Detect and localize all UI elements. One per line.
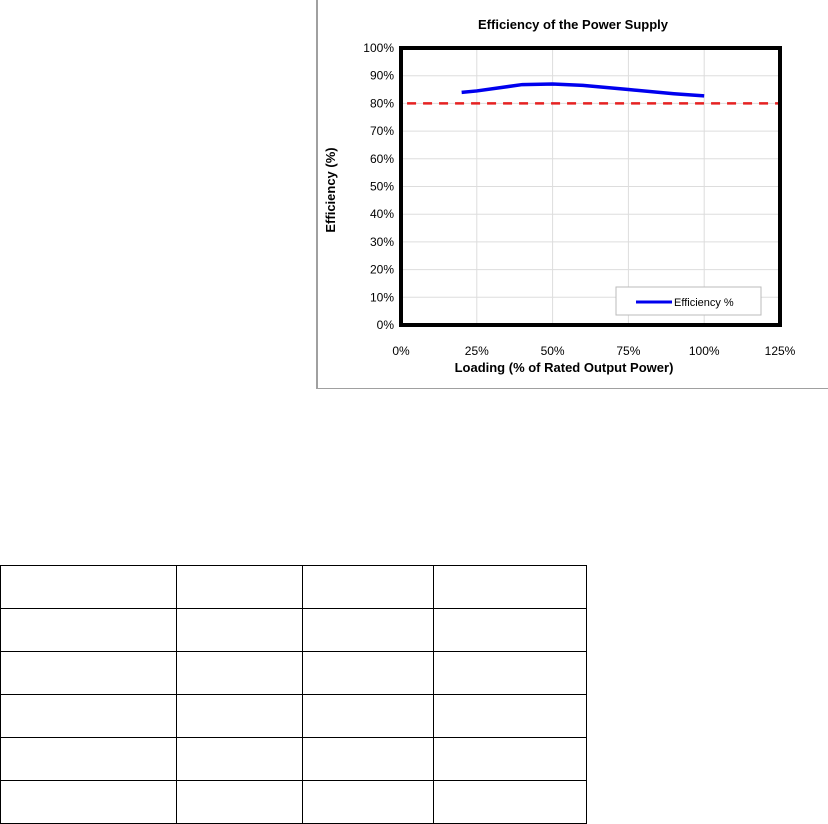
legend: Efficiency %: [615, 286, 762, 316]
table-cell: [302, 608, 434, 652]
table-row: [0, 565, 587, 609]
y-tick-label: 40%: [370, 207, 394, 221]
x-tick-label: 125%: [765, 344, 796, 358]
table-cell: [433, 694, 587, 738]
table-cell: [433, 651, 587, 695]
table-cell: [0, 737, 177, 781]
table-cell: [433, 780, 587, 824]
table-row: [0, 737, 587, 781]
empty-table: [0, 565, 587, 824]
x-axis-label: Loading (% of Rated Output Power): [455, 360, 674, 375]
table-cell: [0, 565, 177, 609]
table-cell: [433, 608, 587, 652]
chart-title: Efficiency of the Power Supply: [478, 17, 669, 32]
table-cell: [302, 780, 434, 824]
table-cell: [433, 565, 587, 609]
table-cell: [302, 694, 434, 738]
y-tick-label: 70%: [370, 124, 394, 138]
y-tick-label: 10%: [370, 290, 394, 304]
y-tick-label: 50%: [370, 180, 394, 194]
table-cell: [176, 737, 303, 781]
legend-label: Efficiency %: [674, 297, 734, 309]
x-tick-label: 50%: [541, 344, 565, 358]
y-tick-label: 20%: [370, 263, 394, 277]
table-cell: [0, 651, 177, 695]
table-cell: [176, 608, 303, 652]
y-tick-label: 90%: [370, 69, 394, 83]
y-tick-label: 100%: [363, 41, 394, 55]
table-row: [0, 608, 587, 652]
x-tick-label: 0%: [392, 344, 410, 358]
table-row: [0, 780, 587, 824]
series-line-efficiency: [461, 82, 705, 98]
table-cell: [0, 780, 177, 824]
x-tick-label: 100%: [689, 344, 720, 358]
table-cell: [0, 608, 177, 652]
table-row: [0, 694, 587, 738]
table-cell: [302, 651, 434, 695]
y-axis-label: Efficiency (%): [323, 147, 338, 232]
table-cell: [302, 565, 434, 609]
efficiency-chart: Efficiency of the Power Supply 0% 10% 20% 3…: [316, 0, 828, 389]
table-cell: [176, 651, 303, 695]
y-tick-label: 80%: [370, 96, 394, 110]
table-cell: [176, 780, 303, 824]
plot-frame: [399, 46, 782, 327]
table-cell: [0, 694, 177, 738]
table-cell: [176, 565, 303, 609]
y-tick-label: 0%: [377, 318, 395, 332]
table-cell: [433, 737, 587, 781]
table-cell: [302, 737, 434, 781]
table-row: [0, 651, 587, 695]
y-tick-label: 60%: [370, 152, 394, 166]
x-tick-label: 25%: [465, 344, 489, 358]
table-cell: [176, 694, 303, 738]
y-tick-label: 30%: [370, 235, 394, 249]
x-tick-label: 75%: [616, 344, 640, 358]
